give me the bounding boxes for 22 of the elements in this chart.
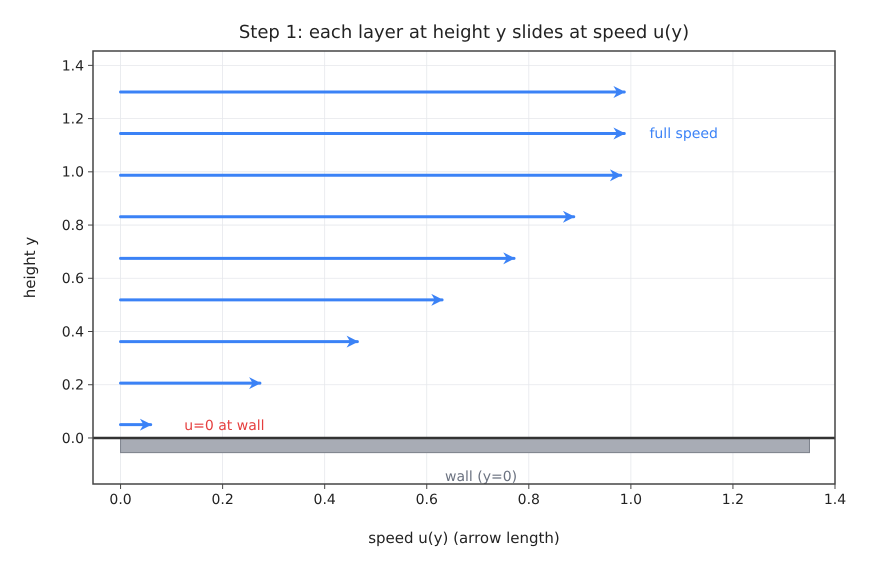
annotation: u=0 at wall [184, 418, 265, 434]
annotation: wall (y=0) [445, 469, 518, 486]
x-tick-label: 0.6 [416, 492, 438, 508]
x-tick-label: 1.0 [620, 492, 642, 508]
x-tick-label: 1.2 [722, 492, 744, 508]
y-tick-label: 0.2 [62, 378, 84, 394]
x-tick-label: 0.4 [314, 492, 336, 508]
annotation: full speed [650, 126, 718, 142]
x-tick-label: 0.8 [518, 492, 540, 508]
x-tick-label: 0.0 [109, 492, 132, 508]
y-tick-label: 1.0 [62, 164, 84, 181]
chart-title: Step 1: each layer at height y slides at speed u(y) [238, 22, 690, 43]
y-axis-title: height y [21, 236, 39, 298]
y-tick-label: 0.0 [62, 430, 84, 447]
x-tick-label: 0.2 [211, 492, 234, 508]
x-axis-title: speed u(y) (arrow length) [368, 529, 560, 547]
x-tick-label: 1.4 [824, 492, 846, 508]
y-tick-label: 0.6 [62, 271, 84, 288]
y-tick-label: 0.4 [62, 324, 84, 340]
y-tick-label: 1.2 [62, 112, 84, 128]
y-tick-label: 1.4 [62, 58, 84, 74]
y-tick-label: 0.8 [62, 218, 84, 234]
